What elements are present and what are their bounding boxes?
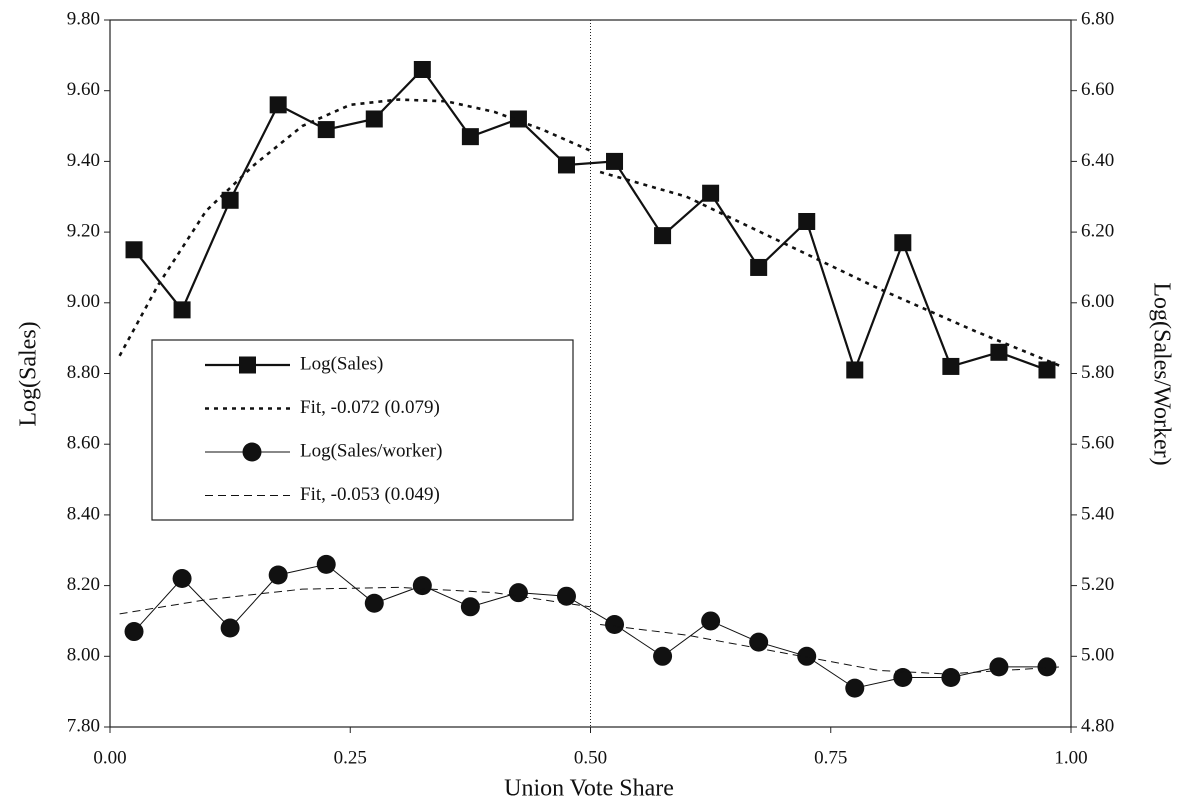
y2-tick-label: 6.40 [1081,150,1114,171]
y-tick-label: 9.20 [67,220,100,241]
legend-box [151,339,574,521]
marker [605,614,625,634]
marker [173,301,191,319]
marker [461,128,479,146]
legend-label: Log(Sales) [300,353,383,374]
marker [221,191,239,209]
legend-marker [242,442,262,462]
marker [750,258,768,276]
marker [941,668,961,688]
y2-tick-label: 5.60 [1081,433,1114,454]
marker [412,576,432,596]
marker [942,357,960,375]
marker [556,586,576,606]
x-tick-label: 0.00 [93,747,126,768]
y2-axis-title: Log(Sales/Worker) [1148,282,1174,465]
legend-label: Fit, -0.053 (0.049) [300,484,440,505]
x-tick-label: 0.50 [574,747,607,768]
series-line [119,586,1062,675]
marker [702,184,720,202]
x-axis-title: Union Vote Share [504,776,674,802]
y2-tick-label: 6.60 [1081,79,1114,100]
marker [1038,361,1056,379]
y-tick-label: 9.60 [67,79,100,100]
y-tick-label: 7.80 [67,715,100,736]
marker [365,110,383,128]
y-tick-label: 9.00 [67,291,100,312]
marker [653,646,673,666]
marker [124,622,144,642]
y-axis-title: Log(Sales) [16,321,42,426]
marker [172,569,192,589]
series-line [133,67,1048,374]
series-line [118,98,1062,368]
y-tick-label: 8.20 [67,574,100,595]
y-tick-label: 9.80 [67,8,100,29]
marker [654,227,672,245]
y2-tick-label: 6.00 [1081,291,1114,312]
marker [846,361,864,379]
y-tick-label: 8.60 [67,433,100,454]
x-tick-label: 0.25 [334,747,367,768]
legend-marker [239,356,256,374]
marker [557,156,575,174]
y2-tick-label: 5.20 [1081,574,1114,595]
y2-tick-label: 5.80 [1081,362,1114,383]
y2-tick-label: 5.40 [1081,503,1114,524]
marker [364,593,384,613]
marker [1037,657,1057,677]
marker [316,554,336,574]
marker [268,565,288,585]
marker [894,234,912,252]
marker [893,668,913,688]
y2-tick-label: 6.20 [1081,220,1114,241]
marker [508,583,528,603]
y2-tick-label: 6.80 [1081,8,1114,29]
marker [125,241,143,259]
marker [220,618,240,638]
marker [749,632,769,652]
marker [845,678,865,698]
legend-label: Fit, -0.072 (0.079) [300,397,440,418]
y2-tick-label: 5.00 [1081,645,1114,666]
marker [798,212,816,230]
marker [460,597,480,617]
legend-label: Log(Sales/worker) [300,440,442,461]
x-tick-label: 0.75 [814,747,847,768]
marker [701,611,721,631]
y-tick-label: 8.80 [67,362,100,383]
y-tick-label: 8.40 [67,503,100,524]
marker [317,121,335,139]
marker [990,343,1008,361]
y-tick-label: 8.00 [67,645,100,666]
y-tick-label: 9.40 [67,150,100,171]
marker [606,152,624,170]
x-tick-label: 1.00 [1054,747,1087,768]
marker [989,657,1009,677]
marker [797,646,817,666]
marker [269,96,287,114]
y2-tick-label: 4.80 [1081,715,1114,736]
marker [413,60,431,78]
